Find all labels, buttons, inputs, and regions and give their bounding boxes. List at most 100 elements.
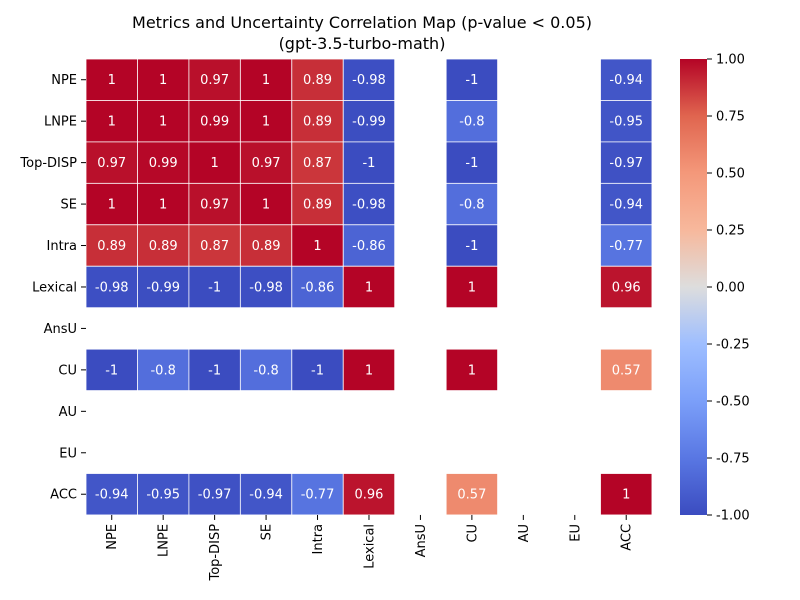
x-tick-label: CU xyxy=(465,524,480,543)
heatmap-cell xyxy=(137,141,190,184)
cell-value-label: -0.94 xyxy=(609,73,643,88)
colorbar-tick-label: 1.00 xyxy=(716,53,745,68)
heatmap-cell xyxy=(342,348,396,391)
x-tick-label: ACC xyxy=(620,524,635,551)
cell-value-label: -0.8 xyxy=(253,363,278,378)
cell-value-label: 0.96 xyxy=(612,280,641,295)
cell-value-label: 1 xyxy=(313,239,321,254)
heatmap-cell xyxy=(188,265,241,309)
heatmap-cell xyxy=(291,224,344,267)
heatmap-cell xyxy=(85,182,138,226)
chart-title: Metrics and Uncertainty Correlation Map … xyxy=(132,13,592,32)
cell-value-label: -0.99 xyxy=(352,115,386,130)
cell-value-label: -0.95 xyxy=(609,115,643,130)
cell-value-label: 0.97 xyxy=(200,73,229,88)
heatmap-cell xyxy=(85,58,138,101)
cell-value-label: 0.89 xyxy=(303,115,332,130)
cell-value-label: -0.86 xyxy=(352,239,386,254)
cell-value-label: 1 xyxy=(159,198,167,213)
heatmap-cell xyxy=(445,141,498,184)
cell-value-label: -0.8 xyxy=(459,115,484,130)
x-tick-label: LNPE xyxy=(157,524,172,557)
heatmap-cell xyxy=(137,265,190,309)
heatmap-cell xyxy=(600,224,653,267)
heatmap-cell xyxy=(600,265,653,309)
heatmap-cell xyxy=(188,182,241,226)
heatmap-cell xyxy=(600,348,653,391)
cell-value-label: 0.97 xyxy=(200,198,229,213)
cell-value-label: 1 xyxy=(159,73,167,88)
x-tick-label: Top-DISP xyxy=(208,524,223,582)
chart-subtitle: (gpt-3.5-turbo-math) xyxy=(279,34,446,53)
heatmap-cell xyxy=(85,265,138,309)
cell-value-label: -0.95 xyxy=(146,488,180,503)
colorbar-axis: 1.00 0.75 0.50 0.25 0.00 -0.25 -0.50 -0.75 -1.00 xyxy=(707,53,750,524)
cell-value-label: 0.97 xyxy=(97,156,126,171)
y-tick-label: CU xyxy=(58,363,77,378)
heatmap-cell xyxy=(188,348,241,391)
cell-value-label: -0.77 xyxy=(609,239,643,254)
y-tick-label: AU xyxy=(59,405,77,420)
cell-value-label: -0.8 xyxy=(459,198,484,213)
cell-value-label: 0.87 xyxy=(303,156,332,171)
colorbar-tick-label: -0.25 xyxy=(716,338,750,353)
cell-value-label: 1 xyxy=(365,363,373,378)
cell-value-label: 0.96 xyxy=(354,488,383,503)
x-tick-label: Lexical xyxy=(362,524,377,569)
y-tick-label: EU xyxy=(59,446,77,461)
x-tick-label: NPE xyxy=(105,524,120,550)
cell-value-label: -1 xyxy=(465,73,478,88)
heatmap-cell xyxy=(342,265,396,309)
cell-value-label: -0.97 xyxy=(609,156,643,171)
cell-value-label: -0.8 xyxy=(150,363,175,378)
cell-value-label: 0.57 xyxy=(612,363,641,378)
heatmap-cell xyxy=(137,100,190,143)
heatmap-cell xyxy=(445,265,498,309)
heatmap-cell xyxy=(239,100,293,143)
cell-value-label: -0.97 xyxy=(198,488,232,503)
cell-value-label: 1 xyxy=(210,156,218,171)
heatmap-cell xyxy=(600,473,653,516)
cell-value-label: 1 xyxy=(108,73,116,88)
cell-value-label: -0.94 xyxy=(609,198,643,213)
y-tick-label: SE xyxy=(61,198,77,213)
x-tick-label: AnsU xyxy=(414,524,429,557)
heatmap-cell xyxy=(188,141,241,184)
heatmap-cell xyxy=(291,141,344,184)
y-tick-label: Intra xyxy=(47,239,77,254)
y-tick-label: Lexical xyxy=(32,280,77,295)
cell-value-label: 1 xyxy=(159,115,167,130)
heatmap-cell xyxy=(239,224,293,267)
cell-value-label: 0.57 xyxy=(457,488,486,503)
heatmap-cell xyxy=(445,348,498,391)
cell-value-label: -0.86 xyxy=(301,280,335,295)
cell-value-label: -1 xyxy=(208,363,221,378)
cell-value-label: -0.98 xyxy=(249,280,283,295)
y-tick-label: LNPE xyxy=(44,115,77,130)
cell-value-label: 1 xyxy=(365,280,373,295)
heatmap-cell xyxy=(137,348,190,391)
colorbar-tick-label: 0.75 xyxy=(716,110,745,125)
x-tick-label: AU xyxy=(517,524,532,542)
heatmap-cell xyxy=(188,473,241,516)
colorbar-tick-label: -0.75 xyxy=(716,452,750,467)
colorbar-tick-label: -0.50 xyxy=(716,395,750,410)
heatmap-cells: 1 1 0.97 1 0.89 -0.98 -1 -0.94 1 1 0.99 1 0.89 -0.99 -… xyxy=(85,58,653,516)
colorbar-tick-label: 0.25 xyxy=(716,224,745,239)
cell-value-label: 0.89 xyxy=(149,239,178,254)
heatmap-cell xyxy=(342,182,396,226)
cell-value-label: -1 xyxy=(311,363,324,378)
cell-value-label: -1 xyxy=(465,239,478,254)
cell-value-label: 1 xyxy=(468,363,476,378)
cell-value-label: -0.98 xyxy=(352,73,386,88)
cell-value-label: 0.89 xyxy=(303,198,332,213)
heatmap-cell xyxy=(239,182,293,226)
y-tick-label: Top-DISP xyxy=(19,156,77,171)
heatmap-cell xyxy=(239,141,293,184)
cell-value-label: 1 xyxy=(262,115,270,130)
cell-value-label: 0.87 xyxy=(200,239,229,254)
heatmap-cell xyxy=(291,473,344,516)
cell-value-label: -0.98 xyxy=(95,280,129,295)
cell-value-label: 0.97 xyxy=(252,156,281,171)
